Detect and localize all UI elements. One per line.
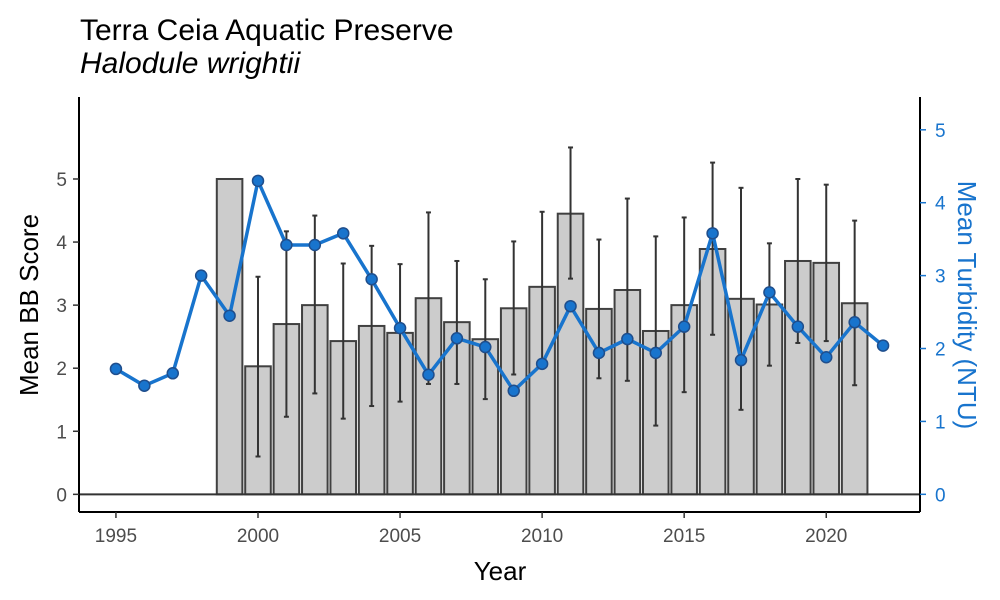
turbidity-point-1995 (109, 362, 123, 376)
x-tick-label: 2000 (237, 526, 279, 547)
turbidity-point-1999 (223, 309, 236, 322)
turbidity-point-2020 (819, 351, 833, 364)
bb-bar-2002 (301, 304, 329, 496)
x-tick-label: 1995 (95, 526, 137, 547)
y2-tick-label: 3 (935, 267, 946, 288)
turbidity-point-2021 (848, 316, 861, 329)
turbidity-point-1998 (194, 269, 208, 282)
turbidity-point-2006 (422, 368, 435, 382)
y-tick-label: 4 (56, 233, 67, 254)
turbidity-point-2016 (706, 227, 719, 240)
turbidity-point-2000 (251, 174, 265, 188)
y2-axis-ticks: 0 1 2 3 4 5 (920, 121, 946, 506)
x-tick-label: 2010 (521, 526, 563, 547)
turbidity-point-2014 (649, 346, 663, 360)
y-axis-title: Mean BB Score (14, 214, 44, 396)
y-tick-label: 1 (56, 422, 67, 443)
turbidity-point-2022 (876, 339, 890, 352)
turbidity-point-2001 (280, 238, 293, 252)
y-tick-label: 3 (56, 296, 67, 317)
y-tick-label: 2 (56, 359, 67, 380)
turbidity-point-2017 (734, 353, 748, 367)
turbidity-point-2013 (621, 332, 634, 346)
y2-tick-label: 1 (935, 412, 946, 433)
x-axis-ticks: 1995 2000 2005 2010 2015 2020 (95, 512, 847, 547)
turbidity-line-group (115, 179, 885, 393)
chart-title: Terra Ceia Aquatic Preserve (80, 14, 454, 47)
turbidity-point-2012 (592, 346, 606, 360)
turbidity-point-2018 (763, 286, 776, 299)
x-axis-title: Year (474, 556, 527, 586)
bb-bar-1999 (215, 177, 244, 496)
y-axis-ticks: 0 1 2 3 4 5 (56, 170, 79, 506)
bb-error-bars (255, 146, 858, 458)
turbidity-point-2015 (677, 320, 691, 333)
turbidity-point-2007 (450, 332, 464, 345)
turbidity-point-1996 (138, 379, 151, 392)
y2-tick-label: 0 (935, 485, 946, 506)
turbidity-point-2005 (393, 321, 407, 335)
y2-tick-label: 4 (935, 194, 946, 215)
x-tick-label: 2005 (379, 526, 421, 547)
turbidity-point-2002 (308, 238, 322, 252)
turbidity-point-2003 (336, 227, 350, 240)
turbidity-point-2004 (365, 273, 378, 286)
x-tick-label: 2020 (805, 526, 847, 547)
y-tick-label: 0 (56, 485, 67, 506)
turbidity-point-2008 (479, 340, 492, 354)
turbidity-point-1997 (166, 367, 180, 380)
y-tick-label: 5 (56, 170, 67, 191)
y2-axis-title: Mean Turbidity (NTU) (952, 181, 982, 430)
turbidity-line (115, 179, 885, 393)
chart-subtitle: Halodule wrightii (80, 47, 301, 80)
turbidity-point-2011 (564, 299, 577, 313)
y2-tick-label: 5 (935, 121, 946, 142)
turbidity-points (109, 174, 890, 398)
x-tick-label: 2015 (663, 526, 705, 547)
turbidity-point-2009 (507, 384, 520, 398)
turbidity-point-2019 (791, 320, 805, 333)
turbidity-point-2010 (535, 357, 549, 371)
y2-tick-label: 2 (935, 340, 946, 361)
